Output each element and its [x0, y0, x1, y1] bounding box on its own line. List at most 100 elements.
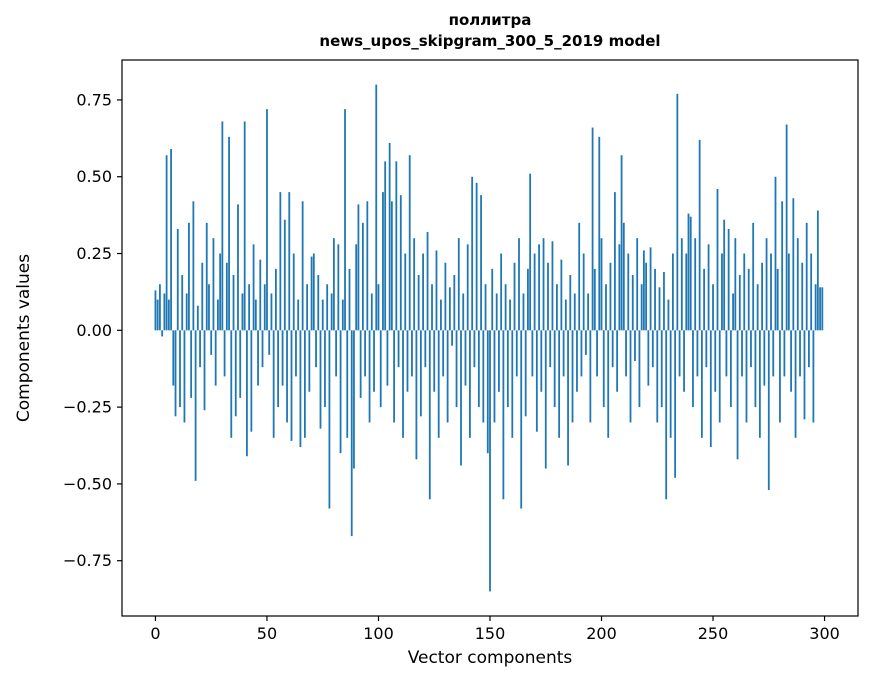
bar: [457, 238, 460, 331]
bar: [589, 330, 592, 423]
bar: [535, 330, 538, 432]
bar: [205, 222, 208, 331]
bar: [515, 330, 518, 377]
bar: [277, 330, 280, 408]
bar: [787, 253, 790, 331]
bar: [783, 330, 786, 377]
bar: [433, 330, 436, 392]
bar: [408, 155, 411, 331]
x-tick-label: 300: [809, 624, 840, 643]
bar: [665, 330, 668, 500]
x-tick-label: 200: [586, 624, 617, 643]
bar: [390, 201, 393, 331]
bar: [444, 262, 447, 331]
bar: [250, 330, 253, 432]
bar: [324, 330, 326, 408]
bar: [223, 330, 226, 377]
bar: [576, 330, 578, 392]
x-axis-label: Vector components: [407, 648, 573, 668]
bar: [502, 330, 505, 500]
bar: [312, 253, 315, 331]
bar: [174, 330, 177, 417]
bar: [415, 330, 418, 460]
bar: [196, 305, 199, 331]
bar: [348, 268, 351, 331]
y-tick-label: 0.50: [76, 167, 112, 186]
bar: [181, 275, 184, 331]
bar: [562, 330, 565, 377]
bar: [176, 228, 179, 331]
bar: [484, 284, 487, 331]
bar: [642, 250, 645, 331]
bar: [388, 142, 391, 331]
bar: [522, 293, 525, 331]
bar: [357, 204, 360, 331]
bar: [792, 198, 795, 331]
bar: [241, 293, 244, 331]
bar: [183, 330, 186, 423]
bar: [475, 182, 478, 331]
bar: [580, 330, 583, 377]
bar: [799, 330, 801, 377]
bar: [301, 201, 304, 331]
bar: [239, 330, 242, 398]
bar: [772, 330, 775, 377]
bar: [208, 284, 210, 331]
bar: [763, 330, 766, 386]
bar: [261, 330, 264, 368]
bar: [796, 238, 799, 331]
bar: [346, 330, 349, 438]
bar: [587, 293, 590, 331]
bar: [571, 330, 574, 423]
bar: [399, 195, 402, 331]
bar: [810, 253, 813, 331]
bar: [631, 275, 634, 331]
bar: [489, 330, 491, 592]
bar: [259, 259, 262, 331]
bar: [283, 219, 286, 331]
bar: [741, 330, 743, 377]
bar: [455, 330, 458, 408]
bar: [821, 287, 824, 331]
bar: [377, 284, 380, 331]
bar: [419, 330, 422, 417]
bar: [591, 127, 594, 331]
bar: [341, 299, 344, 331]
bar: [647, 330, 650, 386]
bar: [812, 330, 815, 423]
bar: [437, 330, 440, 438]
bar: [640, 284, 643, 331]
bar: [172, 330, 175, 386]
bar: [188, 222, 190, 331]
bar: [332, 238, 335, 331]
bar: [339, 330, 342, 454]
x-axis-ticks: 0 50 100 150 200 250 300: [150, 616, 840, 643]
bar: [531, 330, 534, 377]
bar: [790, 330, 792, 392]
bar: [353, 330, 355, 469]
bar: [192, 201, 195, 331]
bar: [156, 299, 159, 331]
bar: [330, 293, 333, 331]
bar: [529, 173, 532, 331]
bar: [382, 192, 384, 331]
bar: [774, 176, 777, 331]
bar: [440, 299, 442, 331]
bar: [337, 244, 340, 331]
bar: [511, 330, 514, 438]
bar: [538, 244, 540, 331]
bar: [243, 121, 246, 331]
bar: [252, 244, 255, 331]
bar: [513, 262, 516, 331]
bar: [266, 109, 268, 331]
bar: [272, 330, 275, 438]
bar: [417, 275, 420, 331]
bar: [620, 155, 623, 331]
bar: [683, 330, 685, 392]
bar: [397, 330, 400, 368]
bar: [246, 330, 248, 457]
bar: [279, 192, 282, 331]
bar: [649, 247, 652, 331]
